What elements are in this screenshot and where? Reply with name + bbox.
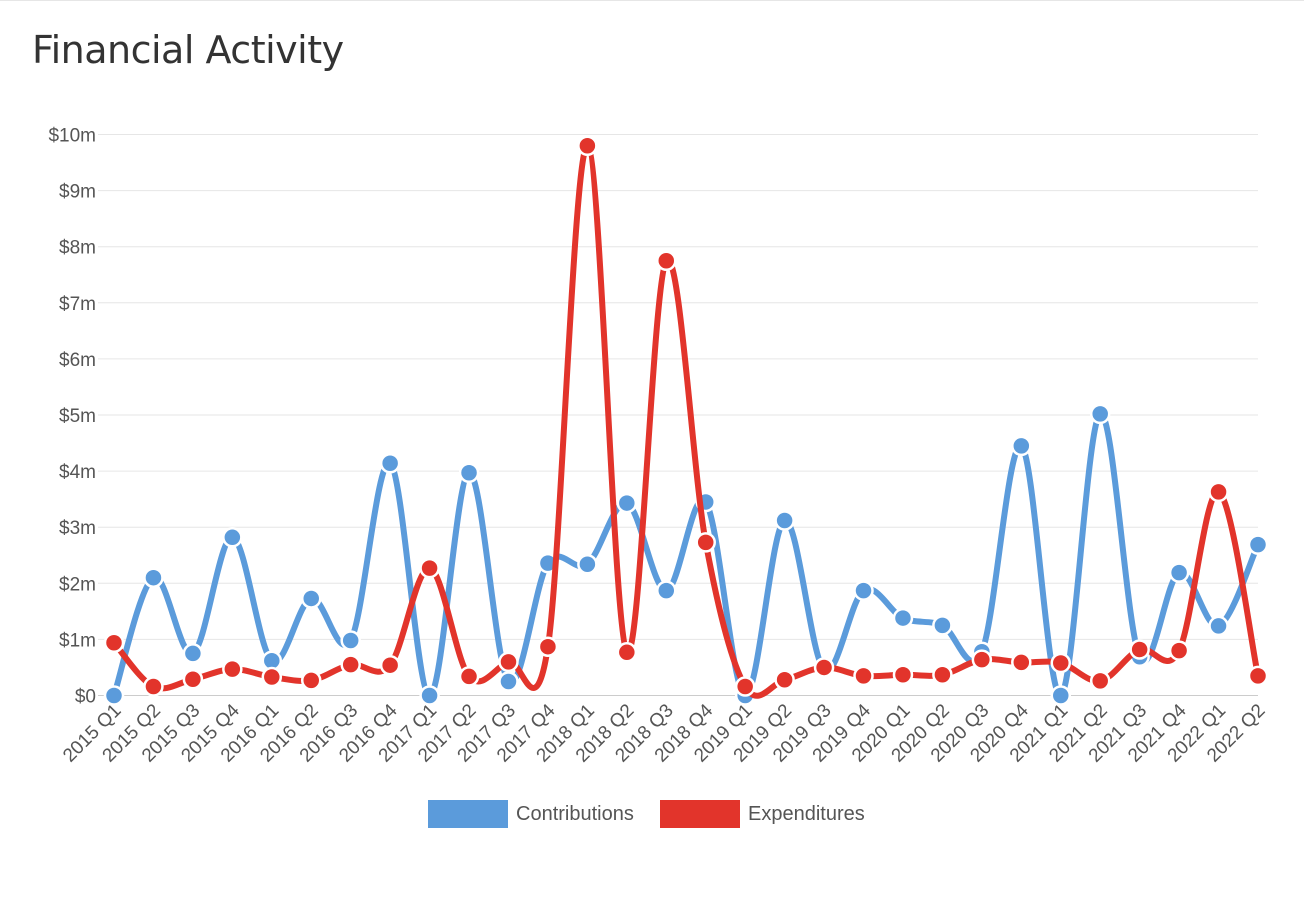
- data-point-contributions[interactable]: [1089, 403, 1111, 425]
- series-line-contributions: [111, 410, 1261, 699]
- data-point-expenditures[interactable]: [1050, 652, 1072, 674]
- data-point-expenditures[interactable]: [656, 250, 677, 271]
- data-point-expenditures[interactable]: [853, 665, 874, 687]
- data-point-expenditures[interactable]: [458, 666, 480, 687]
- data-point-expenditures[interactable]: [813, 657, 835, 678]
- data-point-expenditures[interactable]: [971, 649, 993, 670]
- y-tick-label: $6m: [59, 350, 96, 371]
- data-point-expenditures[interactable]: [734, 676, 756, 697]
- legend-swatch: [428, 800, 508, 828]
- data-point-contributions[interactable]: [577, 553, 598, 575]
- y-tick-label: $5m: [59, 406, 96, 427]
- data-point-contributions[interactable]: [1011, 435, 1032, 457]
- data-point-contributions[interactable]: [143, 567, 164, 588]
- y-tick-label: $7m: [59, 294, 96, 315]
- y-tick-label: $0: [75, 687, 96, 708]
- data-point-expenditures[interactable]: [419, 557, 440, 579]
- data-point-contributions[interactable]: [616, 492, 638, 514]
- data-point-expenditures[interactable]: [537, 636, 559, 657]
- top-border: [0, 0, 1304, 1]
- series-layer: [103, 135, 1269, 706]
- series-contributions: [103, 403, 1269, 706]
- chart-legend: Contributions Expenditures: [0, 797, 1304, 831]
- data-point-contributions[interactable]: [1208, 615, 1229, 637]
- y-tick-label: $10m: [48, 126, 96, 147]
- legend-item-expenditures[interactable]: Expenditures: [660, 797, 890, 831]
- page-title: Financial Activity: [32, 28, 344, 72]
- data-point-contributions[interactable]: [656, 580, 677, 601]
- data-point-contributions[interactable]: [498, 671, 519, 692]
- data-point-expenditures[interactable]: [577, 135, 598, 156]
- data-point-expenditures[interactable]: [379, 654, 401, 676]
- legend-item-contributions[interactable]: Contributions: [428, 797, 658, 831]
- data-point-expenditures[interactable]: [261, 666, 283, 688]
- data-point-expenditures[interactable]: [340, 654, 361, 675]
- data-point-contributions[interactable]: [419, 685, 440, 706]
- data-point-expenditures[interactable]: [932, 664, 953, 685]
- data-point-contributions[interactable]: [1168, 562, 1190, 583]
- series-expenditures: [103, 135, 1269, 699]
- y-tick-label: $9m: [59, 182, 96, 203]
- data-point-contributions[interactable]: [1050, 685, 1072, 706]
- y-tick-label: $8m: [59, 238, 96, 259]
- data-point-expenditures[interactable]: [1011, 652, 1032, 673]
- legend-label: Contributions: [516, 803, 634, 825]
- data-point-expenditures[interactable]: [222, 658, 243, 680]
- data-point-expenditures[interactable]: [1247, 665, 1269, 687]
- data-point-contributions[interactable]: [300, 588, 322, 609]
- data-point-contributions[interactable]: [853, 580, 874, 601]
- data-point-contributions[interactable]: [932, 615, 953, 636]
- data-point-expenditures[interactable]: [1129, 639, 1150, 660]
- data-point-expenditures[interactable]: [182, 668, 204, 690]
- data-point-contributions[interactable]: [1247, 534, 1269, 555]
- data-point-expenditures[interactable]: [616, 642, 638, 663]
- data-point-expenditures[interactable]: [774, 669, 795, 691]
- series-line-expenditures: [111, 142, 1261, 699]
- legend-swatch: [660, 800, 740, 828]
- y-axis-tick-labels: $0 $1m $2m $3m $4m $5m $6m $7m $8m $9m $10m: [48, 126, 96, 708]
- data-point-expenditures[interactable]: [103, 632, 125, 654]
- data-point-contributions[interactable]: [340, 630, 361, 651]
- data-point-expenditures[interactable]: [143, 676, 164, 697]
- y-tick-label: $4m: [59, 462, 96, 483]
- data-point-contributions[interactable]: [103, 685, 125, 706]
- legend-label: Expenditures: [748, 803, 865, 825]
- data-point-contributions[interactable]: [222, 527, 243, 548]
- data-point-expenditures[interactable]: [498, 651, 519, 673]
- line-chart: $0 $1m $2m $3m $4m $5m $6m $7m $8m $9m $10m 2015 Q…: [48, 126, 1269, 767]
- data-point-expenditures[interactable]: [1168, 640, 1190, 661]
- data-point-expenditures[interactable]: [892, 664, 914, 685]
- y-tick-label: $3m: [59, 518, 96, 539]
- data-point-expenditures[interactable]: [1089, 670, 1111, 692]
- data-point-contributions[interactable]: [458, 462, 480, 484]
- data-point-contributions[interactable]: [379, 452, 401, 474]
- data-point-expenditures[interactable]: [695, 532, 716, 553]
- y-tick-label: $2m: [59, 574, 96, 595]
- data-point-contributions[interactable]: [774, 510, 795, 531]
- data-point-expenditures[interactable]: [1208, 481, 1229, 503]
- data-point-contributions[interactable]: [892, 607, 914, 629]
- data-point-contributions[interactable]: [182, 643, 204, 664]
- data-point-expenditures[interactable]: [300, 670, 322, 691]
- y-tick-label: $1m: [59, 630, 96, 651]
